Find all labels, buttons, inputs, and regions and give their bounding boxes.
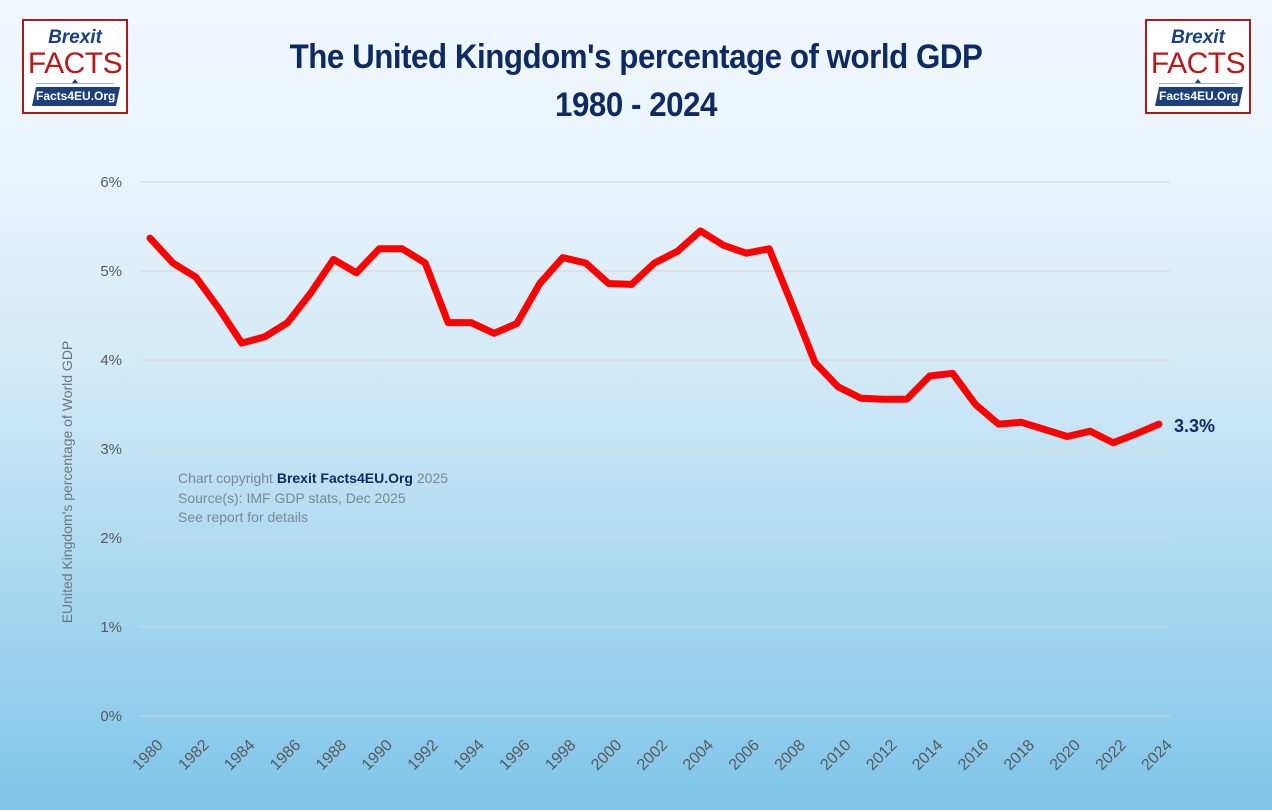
x-tick-label: 2024 <box>1139 737 1176 774</box>
x-tick-label: 2006 <box>726 737 763 774</box>
logo-facts-text: FACTS <box>27 47 123 80</box>
x-tick-label: 2010 <box>817 737 854 774</box>
series-layer <box>146 227 1163 447</box>
copyright-brand: Brexit Facts4EU.Org <box>276 470 413 486</box>
details-line: See report for details <box>178 509 308 525</box>
x-tick-label: 2004 <box>680 737 717 774</box>
logo-caret-icon <box>72 79 78 83</box>
x-axis-ticks: 1980 1982 1984 1986 1988 1990 1992 1994 1996 1998… <box>130 737 1176 774</box>
y-tick-label: 6% <box>100 174 122 191</box>
chart-title: The United Kingdom's percentage of world… <box>289 38 983 76</box>
x-tick-label: 2020 <box>1047 737 1084 774</box>
series-line <box>146 227 1163 447</box>
logo-caret-icon <box>1195 79 1201 83</box>
y-tick-label: 0% <box>100 708 122 725</box>
y-tick-label: 4% <box>100 352 122 369</box>
y-axis-ticks: 0% 1% 2% 3% 4% 5% 6% <box>100 174 122 725</box>
logo-org-banner: Facts4EU.Org <box>31 87 121 106</box>
x-tick-label: 1992 <box>405 737 442 774</box>
x-tick-label: 1988 <box>313 737 350 774</box>
y-tick-label: 5% <box>100 263 122 280</box>
x-tick-label: 2016 <box>955 737 992 774</box>
logo-org-banner: Facts4EU.Org <box>1154 87 1244 106</box>
x-tick-label: 1986 <box>267 737 304 774</box>
brexit-facts-logo-left: Brexit FACTS Facts4EU.Org <box>22 19 128 114</box>
logo-brexit-text: Brexit <box>48 27 102 48</box>
source-line: Source(s): IMF GDP stats, Dec 2025 <box>178 489 406 506</box>
annotations: 3.3% <box>1174 416 1215 436</box>
x-tick-label: 2008 <box>772 737 809 774</box>
x-tick-label: 2002 <box>634 737 671 774</box>
x-tick-label: 1994 <box>451 737 488 774</box>
x-tick-label: 2022 <box>1093 737 1130 774</box>
x-tick-label: 1996 <box>496 737 533 774</box>
y-tick-label: 1% <box>100 619 122 636</box>
logo-facts-text: FACTS <box>1150 47 1246 80</box>
copyright-prefix: Chart copyright <box>178 470 273 486</box>
gridlines <box>140 181 1170 717</box>
y-axis-label: EUnited Kingdom's percentage of World GD… <box>59 341 75 624</box>
x-tick-label: 2000 <box>588 737 625 774</box>
copyright-year: 2025 <box>416 470 449 486</box>
y-tick-label: 2% <box>100 530 122 547</box>
chart-subtitle: 1980 - 2024 <box>555 86 717 124</box>
x-tick-label: 1980 <box>130 737 167 774</box>
x-tick-label: 2012 <box>863 737 900 774</box>
logo-org-text: Facts4EU.Org <box>1159 89 1239 103</box>
x-tick-label: 2014 <box>909 737 946 774</box>
x-tick-label: 2018 <box>1001 737 1038 774</box>
logo-brexit-text: Brexit <box>1171 27 1225 48</box>
logo-rule <box>1159 83 1237 84</box>
brexit-facts-logo-right: Brexit FACTS Facts4EU.Org <box>1145 19 1251 114</box>
copyright-line: Chart copyright Brexit Facts4EU.Org 2025 <box>178 469 448 489</box>
copyright-note: Chart copyright Brexit Facts4EU.Org 2025… <box>178 469 448 528</box>
logo-org-text: Facts4EU.Org <box>36 89 116 103</box>
logo-rule <box>36 83 114 84</box>
data-label: 3.3% <box>1174 416 1215 436</box>
x-tick-label: 1982 <box>175 737 212 774</box>
x-tick-label: 1984 <box>221 737 258 774</box>
x-tick-label: 1990 <box>359 737 396 774</box>
y-tick-label: 3% <box>100 441 122 458</box>
x-tick-label: 1998 <box>542 737 579 774</box>
